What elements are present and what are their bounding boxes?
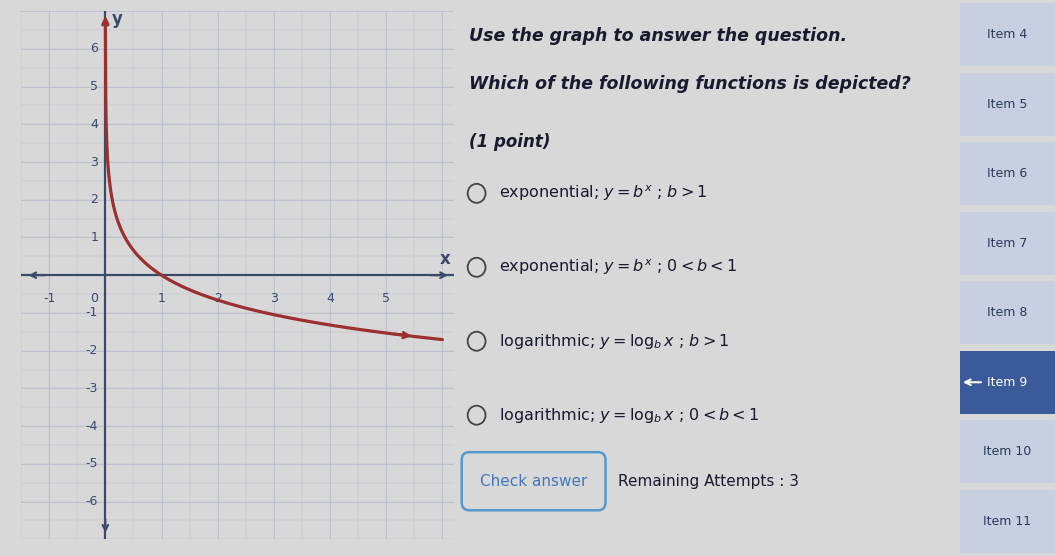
Text: x: x [440, 250, 450, 269]
Text: Use the graph to answer the question.: Use the graph to answer the question. [469, 27, 847, 45]
Text: 1: 1 [90, 231, 98, 244]
FancyBboxPatch shape [960, 281, 1055, 344]
FancyBboxPatch shape [960, 73, 1055, 136]
Text: 2: 2 [214, 292, 222, 305]
Text: 6: 6 [90, 42, 98, 56]
Text: logarithmic; $y=\log_b x$ ; $0<b<1$: logarithmic; $y=\log_b x$ ; $0<b<1$ [499, 406, 759, 425]
FancyBboxPatch shape [462, 452, 606, 510]
Text: exponential; $y=b^x$ ; $0<b<1$: exponential; $y=b^x$ ; $0<b<1$ [499, 257, 737, 277]
Text: 1: 1 [157, 292, 166, 305]
Text: -1: -1 [43, 292, 55, 305]
Text: Remaining Attempts : 3: Remaining Attempts : 3 [618, 474, 799, 489]
FancyBboxPatch shape [960, 212, 1055, 275]
Text: 5: 5 [382, 292, 390, 305]
Text: 0: 0 [91, 292, 98, 305]
Text: Item 7: Item 7 [987, 237, 1028, 250]
Text: logarithmic; $y=\log_b x$ ; $b>1$: logarithmic; $y=\log_b x$ ; $b>1$ [499, 332, 729, 351]
Text: 3: 3 [90, 156, 98, 168]
Text: -4: -4 [85, 420, 98, 433]
Text: 4: 4 [326, 292, 334, 305]
Text: -3: -3 [85, 382, 98, 395]
Text: -2: -2 [85, 344, 98, 357]
FancyBboxPatch shape [960, 142, 1055, 205]
Text: exponential; $y=b^x$ ; $b>1$: exponential; $y=b^x$ ; $b>1$ [499, 183, 707, 203]
Text: Item 6: Item 6 [987, 167, 1028, 180]
Text: y: y [112, 9, 123, 28]
FancyBboxPatch shape [960, 490, 1055, 553]
Text: (1 point): (1 point) [469, 132, 551, 151]
Text: Item 8: Item 8 [987, 306, 1028, 319]
Text: 2: 2 [90, 193, 98, 206]
Text: Check answer: Check answer [480, 474, 588, 489]
Text: 3: 3 [270, 292, 277, 305]
FancyBboxPatch shape [960, 3, 1055, 66]
Text: Item 10: Item 10 [983, 445, 1032, 458]
Text: -1: -1 [85, 306, 98, 320]
Text: 5: 5 [90, 80, 98, 93]
Text: Item 9: Item 9 [987, 376, 1028, 389]
Text: -5: -5 [85, 458, 98, 470]
Text: Item 11: Item 11 [983, 515, 1032, 528]
Text: Item 4: Item 4 [987, 28, 1028, 41]
Text: Item 5: Item 5 [987, 98, 1028, 111]
Text: 4: 4 [90, 118, 98, 131]
Text: -6: -6 [85, 495, 98, 508]
FancyBboxPatch shape [960, 420, 1055, 483]
Text: Which of the following functions is depicted?: Which of the following functions is depi… [469, 75, 912, 92]
FancyBboxPatch shape [960, 351, 1055, 414]
